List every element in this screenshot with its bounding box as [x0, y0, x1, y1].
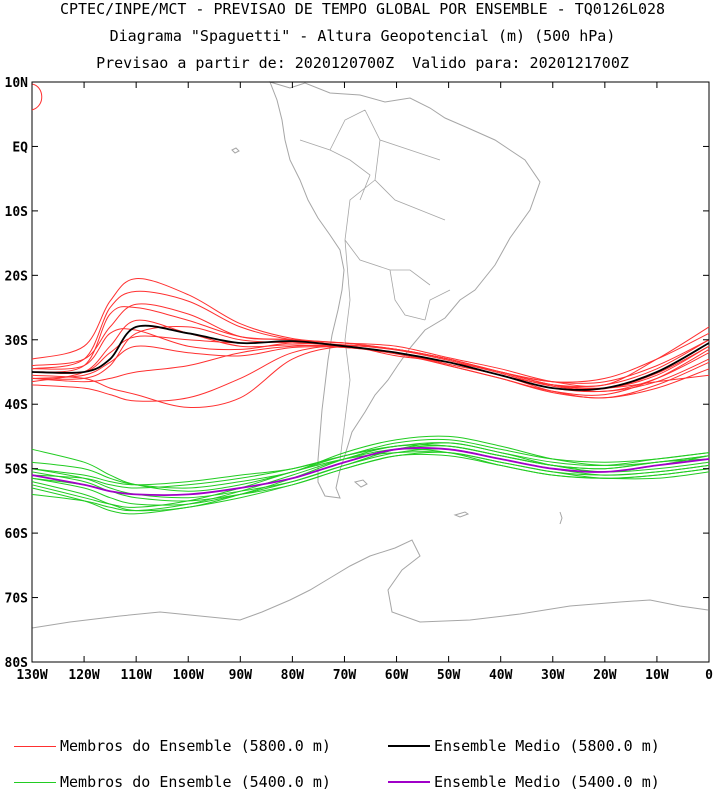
legend-label-mean-5400: Ensemble Medio (5400.0 m)	[434, 773, 660, 791]
x-tick-label: 0	[705, 668, 713, 683]
legend-item-members-5800: Membros do Ensemble (5800.0 m)	[14, 737, 331, 755]
y-tick-label: 40S	[5, 398, 29, 413]
legend-label-mean-5800: Ensemble Medio (5800.0 m)	[434, 737, 660, 755]
title-line-3: Previsao a partir de: 2020120700Z Valido…	[96, 54, 629, 72]
x-tick-label: 40W	[489, 668, 513, 683]
y-tick-label: 10N	[5, 76, 29, 91]
series-line-ensemble-medio-5800-0-m	[31, 324, 710, 391]
series-line-ensemble-medio-5400-0-m	[31, 447, 710, 496]
x-tick-label: 10W	[645, 668, 669, 683]
x-tick-label: 100W	[173, 668, 204, 683]
legend-item-mean-5400: Ensemble Medio (5400.0 m)	[388, 773, 660, 791]
series-line-membro-5800-05	[31, 345, 710, 402]
small-island	[231, 147, 240, 154]
series-line-membro-5400-10	[31, 451, 710, 508]
south-america-outline	[269, 81, 541, 499]
antarctica-coast	[31, 539, 709, 629]
series-line-membro-5800-09	[31, 278, 710, 383]
falkland-islands	[353, 479, 368, 488]
legend-line-mean-5400	[388, 781, 430, 783]
x-tick-label: 80W	[281, 668, 305, 683]
x-tick-label: 20W	[593, 668, 617, 683]
y-tick-label: 80S	[5, 656, 29, 671]
title-line-2: Diagrama "Spaguetti" - Altura Geopotenci…	[109, 27, 616, 45]
coastline-map	[31, 81, 709, 629]
y-tick-label: EQ	[12, 140, 28, 155]
series-line-membro-5800-01	[31, 303, 710, 388]
x-tick-label: 120W	[68, 668, 99, 683]
legend-item-members-5400: Membros do Ensemble (5400.0 m)	[14, 773, 331, 791]
x-tick-label: 30W	[541, 668, 565, 683]
south-georgia	[453, 511, 470, 518]
ensemble-members	[31, 83, 710, 515]
country-borders	[299, 109, 451, 461]
series-line-membro-5400-05	[31, 448, 710, 506]
x-tick-label: 60W	[385, 668, 409, 683]
y-tick-label: 70S	[5, 592, 29, 607]
axes: 130W 120W 110W 100W 90W 80W 70W 60W 50W 40W 30W 20W…	[5, 76, 714, 683]
x-tick-label: 110W	[120, 668, 151, 683]
x-tick-label: 130W	[16, 668, 47, 683]
legend-line-mean-5800	[388, 745, 430, 747]
y-tick-label: 50S	[5, 463, 29, 478]
legend-label-members-5800: Membros do Ensemble (5800.0 m)	[60, 737, 331, 755]
x-tick-label: 90W	[229, 668, 253, 683]
sandwich-islands	[559, 511, 563, 525]
y-tick-label: 20S	[5, 269, 29, 284]
legend-line-members-5800	[14, 745, 56, 747]
title-line-1: CPTEC/INPE/MCT - PREVISAO DE TEMPO GLOBA…	[59, 0, 666, 18]
y-tick-label: 60S	[5, 527, 29, 542]
ensemble-means	[31, 324, 710, 496]
y-tick-label: 30S	[5, 334, 29, 349]
legend-label-members-5400: Membros do Ensemble (5400.0 m)	[60, 773, 331, 791]
series-line-membro-5800-07	[31, 290, 710, 392]
y-tick-label: 10S	[5, 205, 29, 220]
series-line-membro-5400-11	[31, 442, 710, 499]
series-line-tropical-contour	[31, 83, 43, 111]
series-line-membro-5400-04	[31, 435, 710, 489]
legend-line-members-5400	[14, 781, 56, 783]
series-line-membro-5800-12	[31, 345, 710, 399]
x-tick-label: 70W	[333, 668, 357, 683]
series-line-membro-5800-02	[31, 326, 710, 390]
legend-item-mean-5800: Ensemble Medio (5800.0 m)	[388, 737, 660, 755]
x-tick-label: 50W	[437, 668, 461, 683]
